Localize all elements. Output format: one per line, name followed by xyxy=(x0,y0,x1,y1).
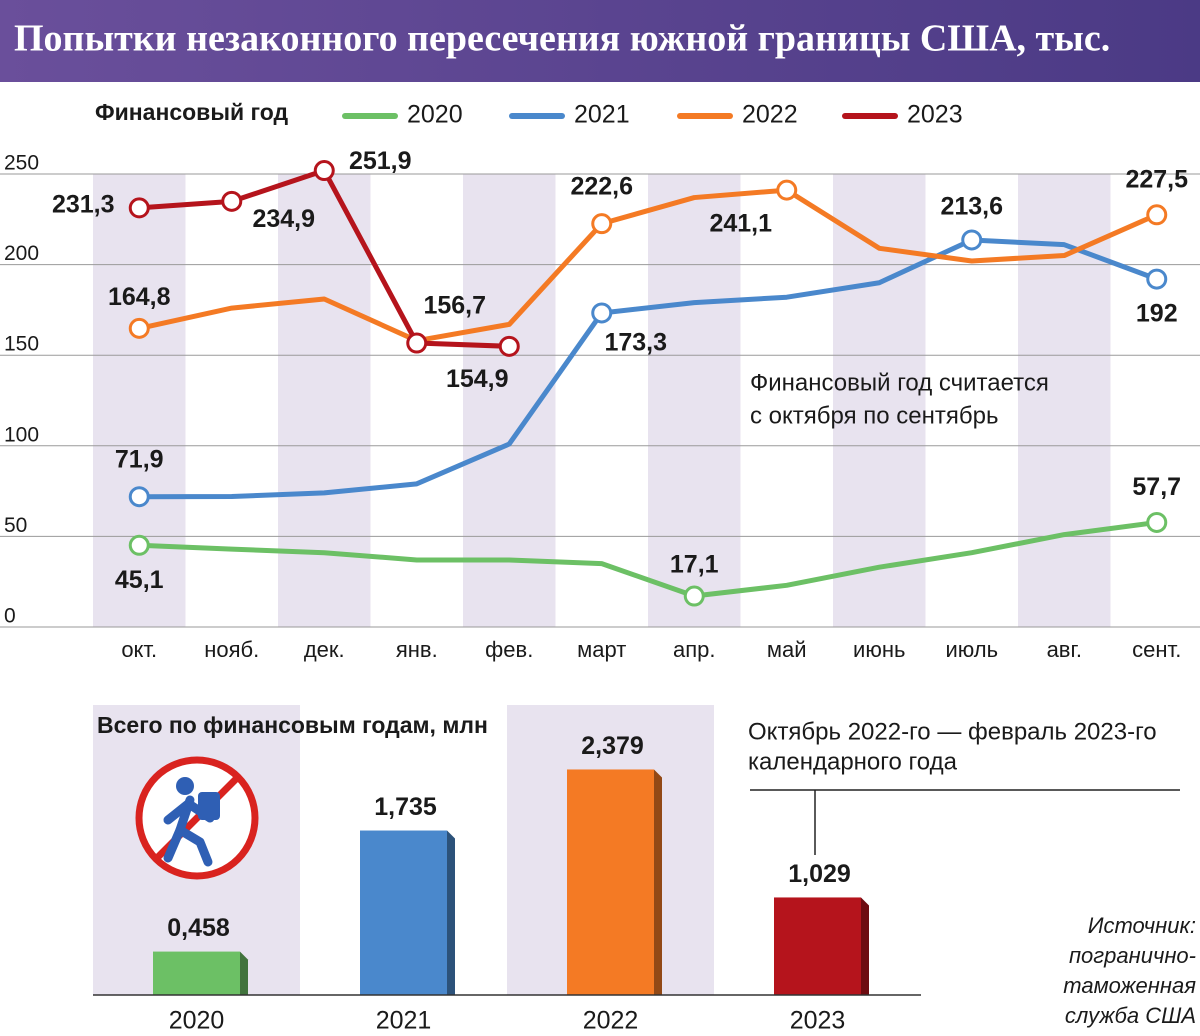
point-marker xyxy=(776,179,798,201)
bar xyxy=(153,951,240,995)
point-marker xyxy=(313,160,335,182)
source: Источник: xyxy=(1088,913,1196,938)
x-tick-label: фев. xyxy=(485,637,533,662)
point-marker xyxy=(1146,268,1168,290)
column-shade xyxy=(1018,174,1111,627)
source: погранично- xyxy=(1069,943,1196,968)
value-label: 154,9 xyxy=(446,365,509,393)
point-marker xyxy=(221,190,243,212)
x-tick-label: 2021 xyxy=(376,1007,432,1035)
y-tick-label: 150 xyxy=(4,333,39,356)
point-marker xyxy=(498,335,520,357)
y-tick-label: 250 xyxy=(4,152,39,175)
legend-label: 2021 xyxy=(574,101,630,129)
legend-label: 2023 xyxy=(907,101,963,129)
x-tick-label: нояб. xyxy=(204,637,259,662)
bar xyxy=(774,897,861,995)
column-shade xyxy=(648,174,741,627)
x-tick-label: июнь xyxy=(853,637,905,662)
point-marker xyxy=(128,197,150,219)
point-marker xyxy=(128,317,150,339)
value-label: 156,7 xyxy=(423,292,486,320)
annotation: Октябрь 2022-го — февраль 2023-го xyxy=(748,718,1157,745)
point-marker xyxy=(406,332,428,354)
value-label: 192 xyxy=(1136,300,1178,328)
x-tick-label: 2023 xyxy=(790,1007,846,1035)
title-bar xyxy=(0,0,1200,82)
legend-label: 2020 xyxy=(407,101,463,129)
point-marker xyxy=(591,302,613,324)
x-tick-label: март xyxy=(577,637,626,662)
bar-side xyxy=(447,830,455,995)
bar xyxy=(360,830,447,995)
column-shade xyxy=(278,174,371,627)
line-chart: 0 50 100 150 200 250 окт. нояб. дек. янв. фев. март… xyxy=(0,99,1200,662)
x-tick-label: авг. xyxy=(1047,637,1082,662)
column-shade xyxy=(93,174,186,627)
bar-side xyxy=(861,897,869,995)
source: таможенная xyxy=(1063,973,1196,998)
value-label: 1,735 xyxy=(374,793,437,821)
column-shade xyxy=(833,174,926,627)
bar-chart-title: Всего по финансовым годам, млн xyxy=(97,712,488,738)
value-label: 227,5 xyxy=(1125,165,1188,193)
point-marker xyxy=(1146,204,1168,226)
value-label: 164,8 xyxy=(108,283,171,311)
value-label: 173,3 xyxy=(604,329,667,357)
no-entry-icon xyxy=(135,756,259,880)
value-label: 0,458 xyxy=(167,914,230,942)
value-label: 2,379 xyxy=(581,732,644,760)
point-marker xyxy=(591,213,613,235)
bar-side xyxy=(240,951,248,995)
point-marker xyxy=(1146,511,1168,533)
bar xyxy=(567,769,654,995)
series-line xyxy=(136,187,1160,344)
x-tick-label: май xyxy=(767,637,807,662)
value-label: 17,1 xyxy=(670,551,719,579)
x-tick-label: дек. xyxy=(304,637,345,662)
annotation: с октября по сентябрь xyxy=(750,402,998,429)
value-label: 222,6 xyxy=(570,172,633,200)
legend-label: 2022 xyxy=(742,101,798,129)
page-title: Попытки незаконного пересечения южной гр… xyxy=(14,18,1110,60)
point-marker xyxy=(683,585,705,607)
point-marker xyxy=(961,229,983,251)
y-tick-label: 200 xyxy=(4,242,39,265)
value-label: 1,029 xyxy=(788,860,851,888)
annotation: Финансовый год считается xyxy=(750,369,1049,396)
series-line xyxy=(136,237,1160,500)
value-label: 234,9 xyxy=(252,205,315,233)
value-label: 45,1 xyxy=(115,566,164,594)
value-label: 57,7 xyxy=(1132,473,1181,501)
x-tick-label: апр. xyxy=(673,637,716,662)
y-tick-label: 0 xyxy=(4,605,16,628)
x-tick-label: 2020 xyxy=(169,1007,225,1035)
value-label: 213,6 xyxy=(940,193,1003,221)
value-label: 231,3 xyxy=(52,190,115,218)
x-tick-label: 2022 xyxy=(583,1007,639,1035)
legend-title: Финансовый год xyxy=(95,99,289,125)
annotation: календарного года xyxy=(748,748,958,775)
x-tick-label: июль xyxy=(945,637,998,662)
point-marker xyxy=(128,486,150,508)
y-tick-label: 50 xyxy=(4,514,27,537)
bar-chart: Всего по финансовым годам, млн 0,458 2020 1… xyxy=(93,705,1157,1035)
value-label: 251,9 xyxy=(349,147,412,175)
series-line xyxy=(136,519,1160,599)
source: служба США xyxy=(1065,1003,1196,1028)
x-tick-label: окт. xyxy=(121,637,157,662)
point-marker xyxy=(128,534,150,556)
bar-side xyxy=(654,769,662,995)
y-tick-label: 100 xyxy=(4,423,39,446)
value-label: 241,1 xyxy=(709,210,772,238)
value-label: 71,9 xyxy=(115,445,164,473)
x-tick-label: янв. xyxy=(396,637,438,662)
x-tick-label: сент. xyxy=(1132,637,1181,662)
